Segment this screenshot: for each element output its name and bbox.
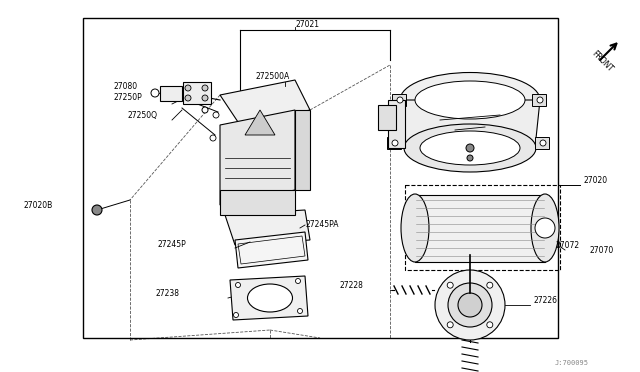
Circle shape [537, 97, 543, 103]
Circle shape [210, 135, 216, 141]
Circle shape [487, 322, 493, 328]
Circle shape [392, 140, 398, 146]
Circle shape [487, 282, 493, 288]
Polygon shape [220, 110, 295, 205]
Text: J:700095: J:700095 [555, 360, 589, 366]
Circle shape [458, 293, 482, 317]
Circle shape [298, 308, 303, 314]
Ellipse shape [401, 194, 429, 262]
Bar [387, 137, 401, 149]
Bar [392, 94, 406, 106]
Text: 27072: 27072 [555, 241, 579, 250]
Polygon shape [245, 110, 275, 135]
Circle shape [296, 279, 301, 283]
Circle shape [397, 97, 403, 103]
Polygon shape [230, 276, 308, 320]
Text: 27250P: 27250P [113, 93, 141, 102]
Bar [405, 185, 560, 270]
Circle shape [535, 218, 555, 238]
Text: 27070: 27070 [590, 246, 614, 255]
Circle shape [435, 270, 505, 340]
Circle shape [185, 85, 191, 91]
Circle shape [236, 282, 241, 288]
Text: 27245PA: 27245PA [305, 220, 339, 229]
Text: 27228: 27228 [340, 281, 364, 290]
Text: FRONT: FRONT [590, 49, 615, 74]
Polygon shape [400, 100, 540, 148]
Polygon shape [295, 110, 310, 190]
Text: 27245P: 27245P [157, 240, 186, 249]
Circle shape [540, 140, 546, 146]
Circle shape [234, 312, 239, 317]
Circle shape [202, 107, 208, 113]
Text: 27238: 27238 [155, 289, 179, 298]
Bar [535, 137, 549, 149]
Bar [83, 18, 558, 338]
Text: 27080: 27080 [113, 82, 137, 91]
Polygon shape [220, 190, 295, 215]
Ellipse shape [415, 81, 525, 119]
Polygon shape [220, 80, 310, 125]
Polygon shape [388, 100, 405, 148]
Circle shape [448, 283, 492, 327]
Circle shape [447, 322, 453, 328]
Bar [160, 86, 182, 101]
Circle shape [185, 95, 191, 101]
Circle shape [467, 155, 473, 161]
Bar [378, 105, 396, 130]
Circle shape [92, 205, 102, 215]
Circle shape [151, 89, 159, 97]
Ellipse shape [400, 73, 540, 128]
Polygon shape [225, 210, 310, 245]
Circle shape [466, 144, 474, 152]
Circle shape [447, 282, 453, 288]
Circle shape [213, 112, 219, 118]
Ellipse shape [420, 131, 520, 165]
Ellipse shape [531, 194, 559, 262]
Bar [532, 94, 546, 106]
Text: 272500A: 272500A [255, 72, 289, 81]
Bar [183, 82, 211, 104]
Text: 27020B: 27020B [23, 201, 52, 210]
Text: 27020: 27020 [583, 176, 607, 185]
Ellipse shape [248, 284, 292, 312]
Polygon shape [235, 232, 308, 268]
Text: 27021: 27021 [295, 20, 319, 29]
Circle shape [202, 85, 208, 91]
Text: 27250Q: 27250Q [128, 111, 158, 120]
Text: 27226: 27226 [533, 296, 557, 305]
Ellipse shape [404, 124, 536, 172]
Polygon shape [415, 195, 545, 262]
Circle shape [202, 95, 208, 101]
